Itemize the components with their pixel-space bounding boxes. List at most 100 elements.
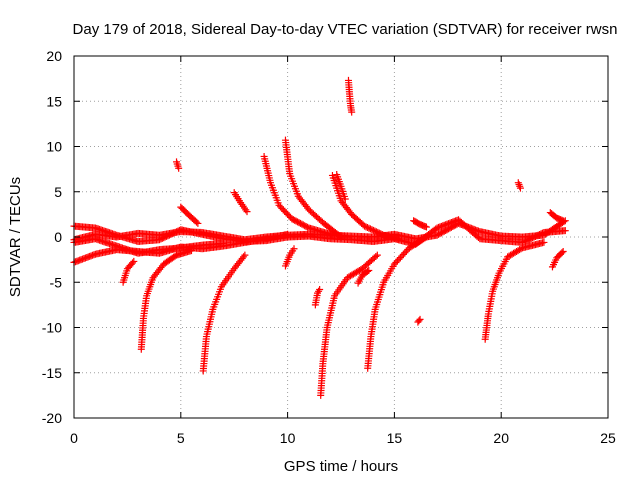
y-tick-label: -10 [42, 320, 62, 336]
x-tick-label: 25 [600, 430, 616, 446]
data-point [363, 224, 371, 232]
data-point [290, 245, 298, 253]
data-point [366, 225, 374, 233]
data-point [373, 251, 381, 259]
data-point [372, 228, 380, 236]
data-point [337, 233, 345, 241]
x-tick-label: 5 [177, 430, 185, 446]
data-point [559, 247, 567, 255]
y-tick-label: -5 [50, 274, 63, 290]
track-frag-g [281, 245, 298, 270]
data-point [559, 217, 567, 225]
data-point [392, 259, 400, 267]
track-frag-i [354, 266, 373, 287]
y-tick-label: 5 [54, 184, 62, 200]
data-point [363, 267, 371, 275]
track-frag-j [548, 247, 567, 271]
track-burst-17 [344, 76, 356, 116]
data-point [393, 257, 401, 265]
y-tick-label: 20 [46, 48, 62, 64]
y-tick-label: -15 [42, 365, 62, 381]
data-point [378, 230, 386, 238]
data-point [401, 249, 409, 257]
data-point [336, 232, 344, 240]
y-tick-label: -20 [42, 410, 62, 426]
data-point [395, 255, 403, 263]
data-point [375, 229, 383, 237]
data-point [194, 219, 202, 227]
data-point [241, 251, 249, 259]
x-tick-label: 15 [387, 430, 403, 446]
x-tick-label: 20 [493, 430, 509, 446]
data-point [341, 195, 349, 203]
track-frag-k [414, 315, 424, 326]
data-point [540, 238, 548, 246]
data-point [558, 249, 566, 257]
data-point [422, 223, 430, 231]
data-point [187, 247, 195, 255]
track-frag-e [546, 209, 567, 225]
track-frag-b [230, 189, 251, 216]
x-axis-label: GPS time / hours [284, 458, 398, 475]
data-point [365, 224, 373, 232]
track-drop-1 [137, 247, 195, 353]
data-point [516, 184, 524, 192]
data-point [372, 252, 380, 260]
data-point [360, 222, 368, 230]
data-point [377, 230, 385, 238]
data-point [421, 234, 429, 242]
data-point [371, 227, 379, 235]
y-axis-label: SDTVAR / TECUs [7, 177, 24, 297]
data-point [243, 208, 251, 216]
track-drop-4 [364, 233, 430, 372]
data-marks [70, 76, 569, 399]
data-point [415, 317, 423, 325]
track-frag-a [177, 203, 202, 227]
data-point [362, 223, 370, 231]
data-point [129, 259, 137, 267]
x-tick-label: 10 [280, 430, 296, 446]
track-drop-2 [199, 251, 249, 375]
track-burst-8 [173, 158, 183, 172]
data-point [368, 226, 376, 234]
data-point [374, 228, 382, 236]
y-tick-label: 15 [46, 93, 62, 109]
track-decay-3 [328, 171, 403, 243]
data-point [395, 235, 403, 243]
data-point [175, 164, 183, 172]
track-frag-l [410, 217, 430, 231]
data-point [220, 239, 228, 247]
data-point [130, 257, 138, 265]
data-point [398, 252, 406, 260]
data-point [348, 108, 356, 116]
data-point [402, 247, 410, 255]
track-frag-h [311, 285, 324, 309]
y-tick-label: 10 [46, 139, 62, 155]
data-point [422, 233, 430, 241]
axis-ticks: 0 5 10 15 20 25 -20 -15 -10 -5 0 5 10 15 20 [42, 48, 616, 446]
data-point [316, 285, 324, 293]
data-point [399, 250, 407, 258]
data-point [343, 233, 351, 241]
track-frag-c [333, 171, 349, 203]
track-frag-f [119, 257, 138, 286]
data-point [193, 218, 201, 226]
data-point [561, 227, 569, 235]
track-decay-1 [260, 152, 351, 241]
y-tick-label: 0 [54, 229, 62, 245]
track-drop-5 [481, 238, 548, 343]
track-decay-2 [281, 136, 345, 241]
data-point [416, 315, 424, 323]
data-point [390, 260, 398, 268]
data-point [240, 253, 248, 261]
x-tick-label: 0 [70, 430, 78, 446]
chart-title: Day 179 of 2018, Sidereal Day-to-day VTE… [73, 21, 618, 38]
data-point [284, 230, 292, 238]
data-point [365, 266, 373, 274]
track-band-d [70, 235, 228, 257]
data-point [396, 254, 404, 262]
data-point [369, 226, 377, 234]
track-drop-3 [317, 251, 381, 399]
track-frag-d [514, 179, 524, 192]
